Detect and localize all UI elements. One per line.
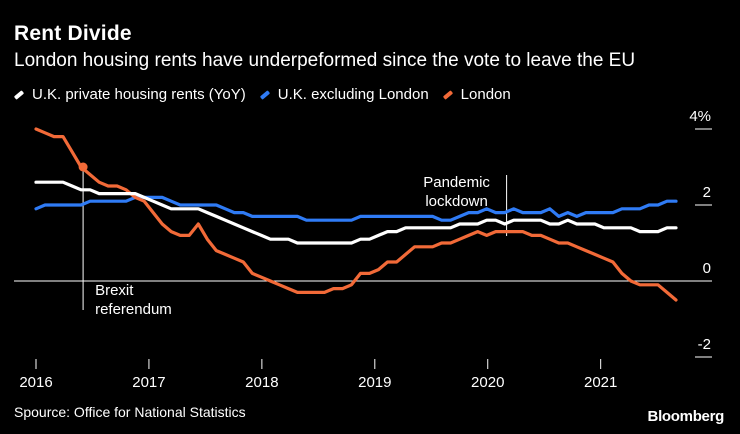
x-tick-label: 2016 [19, 374, 52, 391]
legend-label-uk: U.K. private housing rents (YoY) [32, 86, 246, 103]
chart-title: Rent Divide [14, 22, 132, 45]
legend-item-uk: U.K. private housing rents (YoY) [13, 86, 246, 103]
x-tick-label: 2017 [132, 374, 165, 391]
chart-subtitle: London housing rents have underpeformed … [14, 50, 636, 71]
pandemic-annotation-label: lockdown [425, 193, 488, 210]
y-tick-label: 2 [703, 184, 711, 201]
x-tick-label: 2020 [471, 374, 504, 391]
brexit-annotation-label: referendum [95, 301, 172, 318]
y-tick-label: 4% [689, 108, 711, 125]
brexit-annotation-label: Brexit [95, 282, 134, 299]
series-line-london [34, 127, 678, 302]
y-tick-label: 0 [703, 260, 711, 277]
x-tick-label: 2018 [245, 374, 278, 391]
legend-item-london: London [442, 86, 511, 103]
series-line-uk-ex-london [34, 195, 678, 222]
x-tick-label: 2021 [584, 374, 617, 391]
legend-label-london: London [460, 86, 511, 103]
bloomberg-logo: Bloomberg [647, 408, 725, 425]
y-tick-label: -2 [698, 336, 711, 353]
brexit-marker-dot [78, 162, 88, 172]
series-line-uk-rents [34, 180, 678, 245]
legend-label-uk-ex-london: U.K. excluding London [277, 86, 429, 103]
legend-item-uk-ex-london: U.K. excluding London [259, 86, 429, 103]
x-tick-label: 2019 [358, 374, 391, 391]
source-note: Spource: Office for National Statistics [14, 404, 246, 420]
pandemic-annotation-label: Pandemic [423, 174, 490, 191]
legend: U.K. private housing rents (YoY) U.K. ex… [13, 86, 525, 103]
